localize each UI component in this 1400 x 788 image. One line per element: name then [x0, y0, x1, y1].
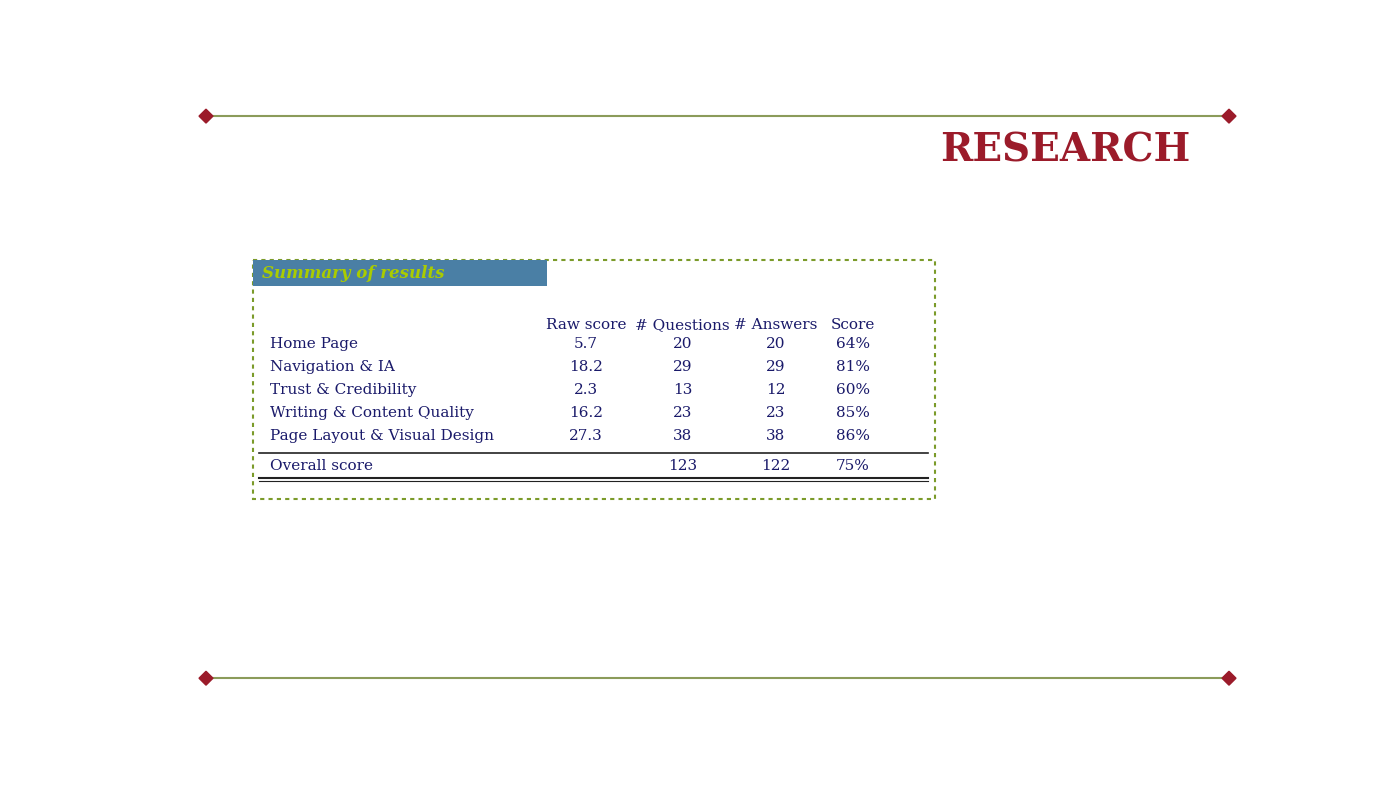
Text: 85%: 85%: [836, 407, 869, 420]
Text: Writing & Content Quality: Writing & Content Quality: [270, 407, 473, 420]
Polygon shape: [1222, 110, 1236, 123]
Text: 86%: 86%: [836, 429, 871, 444]
Text: 2.3: 2.3: [574, 383, 598, 397]
Polygon shape: [199, 671, 213, 685]
Polygon shape: [1222, 671, 1236, 685]
Text: 29: 29: [766, 360, 785, 374]
Text: 23: 23: [766, 407, 785, 420]
Text: 18.2: 18.2: [568, 360, 602, 374]
Text: 27.3: 27.3: [568, 429, 602, 444]
Polygon shape: [199, 110, 213, 123]
Text: Overall score: Overall score: [270, 459, 372, 473]
Text: Summary of results: Summary of results: [262, 265, 444, 281]
Text: 64%: 64%: [836, 337, 871, 351]
FancyBboxPatch shape: [252, 260, 547, 286]
Text: Trust & Credibility: Trust & Credibility: [270, 383, 416, 397]
Text: Navigation & IA: Navigation & IA: [270, 360, 395, 374]
Text: Raw score: Raw score: [546, 318, 626, 332]
Text: 13: 13: [673, 383, 693, 397]
Text: 123: 123: [668, 459, 697, 473]
Text: Page Layout & Visual Design: Page Layout & Visual Design: [270, 429, 494, 444]
Text: 29: 29: [673, 360, 693, 374]
Text: # Questions: # Questions: [636, 318, 729, 332]
Text: Score: Score: [832, 318, 875, 332]
Text: 5.7: 5.7: [574, 337, 598, 351]
Text: 81%: 81%: [836, 360, 871, 374]
Text: 38: 38: [673, 429, 692, 444]
Text: 20: 20: [766, 337, 785, 351]
Text: 12: 12: [766, 383, 785, 397]
Text: # Answers: # Answers: [734, 318, 818, 332]
Text: 23: 23: [673, 407, 693, 420]
Text: RESEARCH: RESEARCH: [939, 131, 1190, 169]
Text: 20: 20: [673, 337, 693, 351]
Text: 75%: 75%: [836, 459, 869, 473]
Text: 122: 122: [762, 459, 790, 473]
Text: 60%: 60%: [836, 383, 871, 397]
Text: 16.2: 16.2: [568, 407, 603, 420]
Text: 38: 38: [766, 429, 785, 444]
Text: Home Page: Home Page: [270, 337, 357, 351]
